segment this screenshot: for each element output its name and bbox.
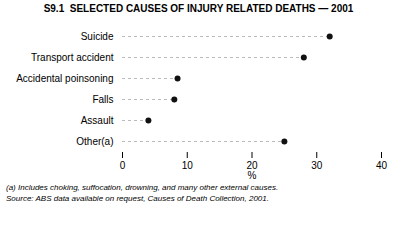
html-text:Source: ABS data available on: Source: ABS data available on request, C…: [6, 194, 269, 203]
svg-text:10: 10: [182, 160, 194, 171]
svg-text:Accidental poinsoning: Accidental poinsoning: [16, 73, 113, 84]
svg-text:30: 30: [311, 160, 323, 171]
svg-text:20: 20: [246, 159, 258, 171]
html-text:(a) Includes choking, suffocat: (a) Includes choking, suffocation, drown…: [6, 183, 279, 192]
svg-text:0: 0: [120, 160, 126, 171]
svg-text:Assault: Assault: [81, 115, 114, 126]
svg-text:Suicide: Suicide: [81, 31, 114, 42]
svg-text:40: 40: [376, 160, 388, 171]
html-text:S9.1 SELECTED CAUSES OF INJURY: S9.1 SELECTED CAUSES OF INJURY RELATED D…: [43, 3, 354, 14]
svg-text:Other(a): Other(a): [76, 136, 113, 147]
svg-text:%: %: [248, 170, 257, 181]
svg-text:Falls: Falls: [92, 94, 113, 105]
svg-text:Transport accident: Transport accident: [31, 52, 114, 63]
